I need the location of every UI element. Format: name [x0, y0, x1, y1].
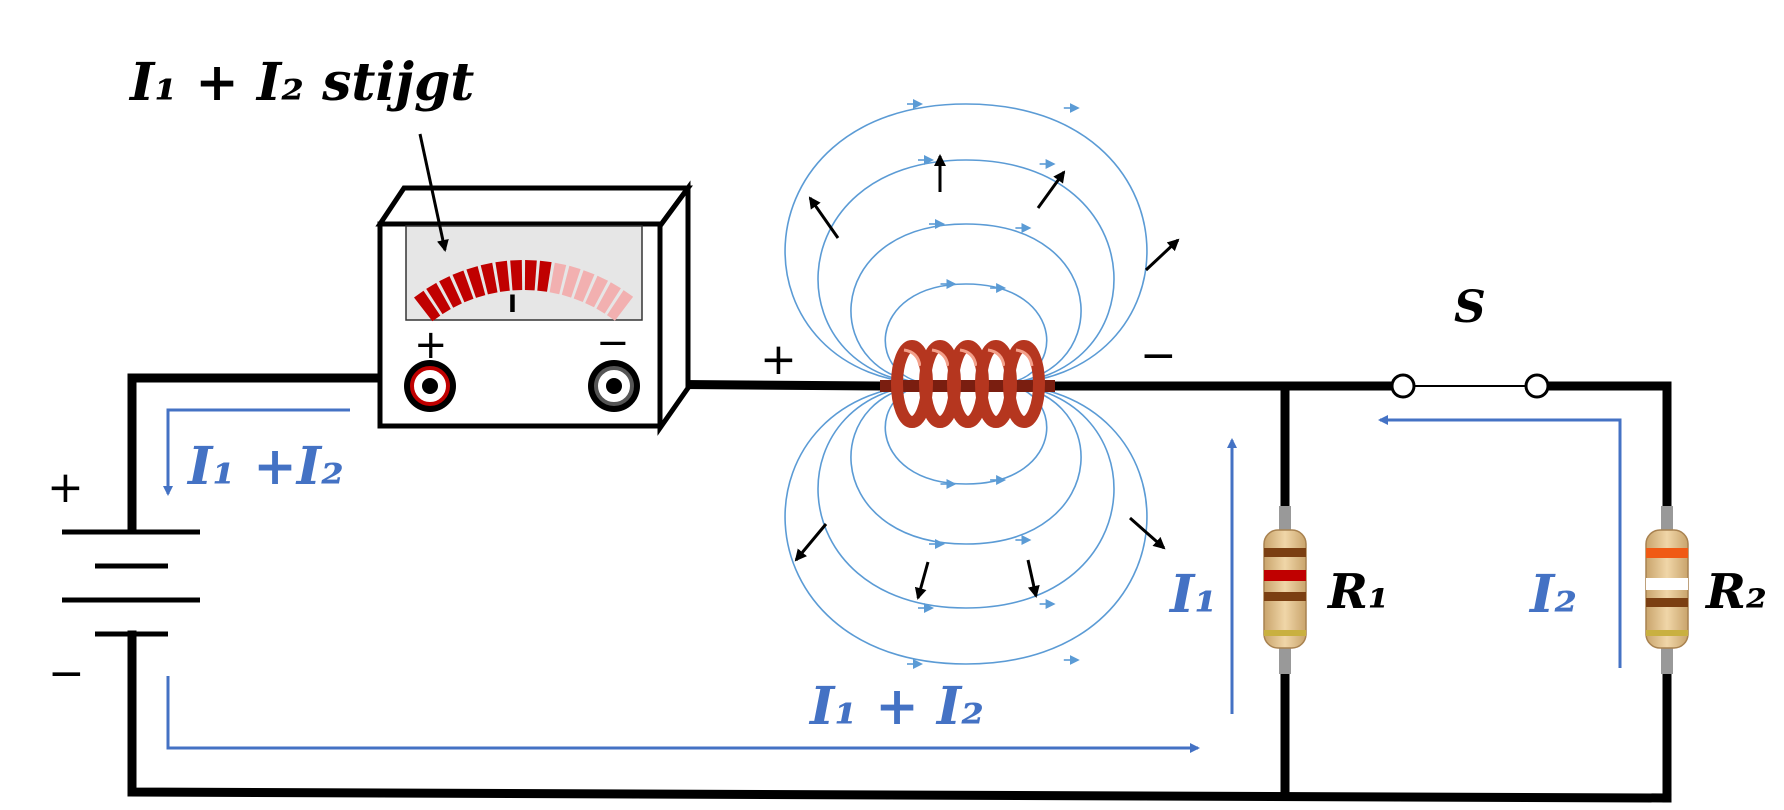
magnetic-field-line [784, 383, 1148, 665]
ammeter-scale-segment [439, 276, 462, 308]
ammeter-scale-segment [596, 282, 621, 314]
resistor-band [1264, 592, 1306, 601]
coil-turn-highlight [1015, 348, 1034, 367]
field-expansion-arrow [808, 196, 840, 239]
current-arrow-total-left [163, 408, 350, 496]
ammeter-scale-segment [549, 262, 567, 295]
current-arrow-total-bottom [166, 676, 1200, 753]
resistor-band [1646, 630, 1688, 636]
battery-plus-sign: + [47, 462, 84, 513]
current-label-total-bottom: I₁ + I₂ [808, 676, 984, 737]
ammeter: I + − [375, 180, 693, 436]
current-arrow-i2 [1378, 415, 1622, 668]
ammeter-scale-segment [537, 260, 552, 292]
coil-turn-highlight [931, 348, 950, 367]
ammeter-scale-segment [510, 260, 523, 291]
resistor-band [1264, 630, 1306, 636]
ammeter-scale-segment [452, 270, 474, 303]
ammeter-scale-segment [607, 290, 634, 321]
current-arrows [163, 408, 1622, 753]
ammeter-plus-terminal [404, 360, 456, 412]
ammeter-scale-segment [495, 260, 510, 292]
resistor-r2: R₂ [1645, 506, 1767, 674]
resistor-band [1646, 548, 1688, 558]
current-label-total-left: I₁ +I₂ [186, 436, 344, 497]
ammeter-scale-segment [573, 270, 595, 302]
magnetic-field-lines [784, 99, 1148, 669]
coil: + − [760, 330, 1177, 428]
ammeter-scale-mark: I [508, 290, 517, 318]
ammeter-scale-segment [480, 262, 498, 295]
resistor-band [1646, 578, 1688, 590]
field-expansion-arrow [1036, 170, 1066, 209]
ammeter-scale-segment [585, 275, 608, 308]
magnetic-field-expansion-arrows [794, 154, 1180, 600]
ammeter-scale-segment [414, 290, 441, 322]
resistor-band [1646, 598, 1688, 607]
ammeter-scale-segment [426, 282, 451, 315]
switch-contact-right [1524, 373, 1550, 399]
field-expansion-arrow [1129, 516, 1166, 550]
field-expansion-arrow [794, 523, 828, 562]
ammeter-minus-sign: − [596, 320, 630, 366]
resistor-r2-label: R₂ [1704, 564, 1767, 620]
coil-plus-sign: + [760, 334, 797, 385]
ammeter-scale-segment [466, 266, 486, 298]
magnetic-field-line [884, 383, 1048, 485]
magnetic-field-line [884, 283, 1048, 385]
coil-turn-highlight [959, 348, 978, 367]
ammeter-side-face [657, 180, 691, 436]
coil-turn [1003, 340, 1045, 428]
meter-reading-label: I₁ + I₂ stijgt [128, 52, 474, 113]
resistor-band [1264, 548, 1306, 557]
magnetic-field-line [850, 223, 1082, 385]
wire-r2-branch [1548, 381, 1672, 803]
battery: + − [47, 462, 200, 699]
resistor-body [1263, 529, 1307, 649]
resistor-r1-label: R₁ [1326, 564, 1389, 620]
ammeter-scale-segment [524, 260, 537, 291]
switch: S [1390, 282, 1550, 399]
ammeter-scale-segment [561, 265, 581, 298]
field-expansion-arrow [914, 561, 930, 600]
current-label-i2: I₂ [1528, 564, 1577, 625]
resistor-band [1264, 570, 1306, 581]
coil-minus-sign: − [1140, 330, 1177, 381]
magnetic-field-line [817, 159, 1115, 385]
coil-turn-highlight [903, 348, 922, 367]
current-label-i1: I₁ [1168, 564, 1217, 625]
ammeter-top-face [375, 185, 693, 229]
meter-label-pointer-arrow [418, 133, 449, 252]
switch-contact-left [1390, 373, 1416, 399]
wire-bottom-return [127, 630, 1672, 803]
wire-battery-to-meter [127, 373, 420, 535]
ammeter-minus-terminal [588, 360, 640, 412]
resistor-r1: R₁ [1263, 506, 1389, 674]
battery-minus-sign: − [48, 648, 85, 699]
switch-label: S [1454, 282, 1486, 333]
magnetic-field-line [850, 383, 1082, 545]
field-expansion-arrow [1026, 559, 1040, 598]
field-expansion-arrow [1144, 238, 1180, 272]
magnetic-field-line [817, 383, 1115, 609]
magnetic-field-line [784, 103, 1148, 385]
coil-turn-highlight [987, 348, 1006, 367]
ammeter-scale [414, 260, 634, 322]
coil-turns [891, 340, 1045, 428]
